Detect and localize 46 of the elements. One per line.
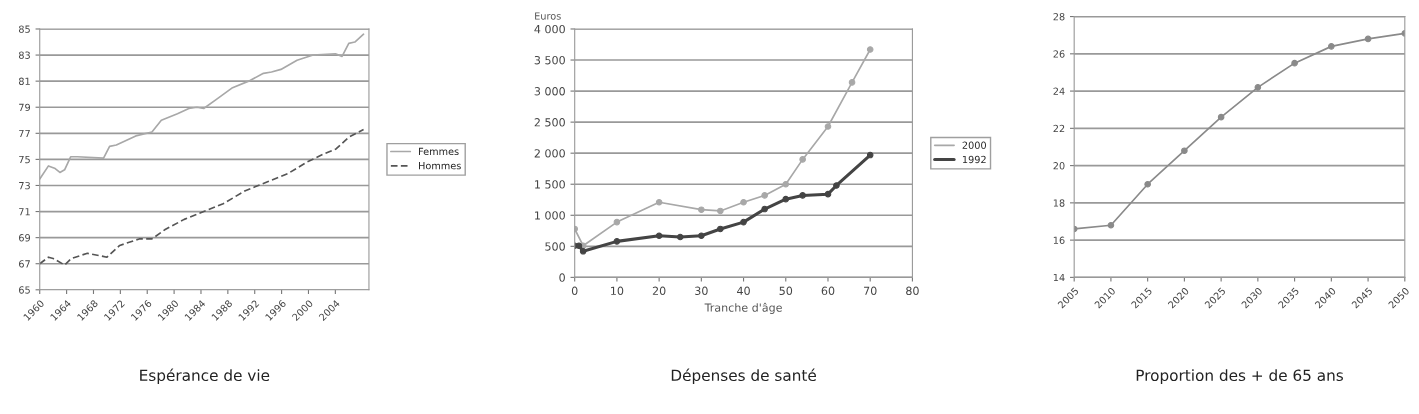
y-tick-label: 20 [1053, 162, 1065, 170]
x-tick-label: 80 [906, 286, 919, 296]
y-tick-label: 83 [18, 51, 30, 59]
text: Dépenses de santé [671, 368, 816, 384]
y-tick-label: 79 [19, 103, 31, 112]
y-tick-label: 3 500 [534, 56, 565, 65]
y-tick-label: 67 [19, 260, 30, 268]
y-tick-label: 75 [19, 156, 30, 164]
y-tick-label: 4 000 [534, 24, 565, 34]
legend-label: Hommes [419, 162, 461, 170]
y-tick-label: 28 [1053, 13, 1065, 21]
x-tick-label: 30 [695, 286, 708, 296]
y-tick-label: 65 [19, 286, 30, 294]
x-tick-label: 70 [864, 286, 877, 296]
y-tick-label: 16 [1053, 236, 1065, 244]
x-axis-title: Tranche d'âge [704, 302, 782, 314]
y-tick-label: 81 [18, 77, 30, 85]
y-tick-label: 71 [19, 208, 30, 216]
y-tick-label: 0 [559, 273, 565, 282]
text: Proportion des + de 65 ans [1136, 369, 1343, 384]
y-tick-label: 24 [1053, 87, 1065, 95]
y-tick-label: 1 000 [535, 211, 565, 220]
legend-label: 1992 [962, 155, 986, 164]
y-tick-label: 26 [1053, 50, 1065, 58]
y-tick-label: 500 [545, 242, 565, 251]
x-tick-label: 20 [652, 286, 666, 296]
y-tick-label: 2 500 [534, 118, 565, 127]
y-tick-label: 69 [19, 234, 31, 242]
y-axis-title: Euros [535, 12, 561, 20]
x-tick-label: 60 [821, 286, 835, 296]
y-tick-label: 14 [1053, 273, 1065, 282]
y-tick-label: 85 [18, 25, 30, 33]
y-tick-label: 2 000 [534, 149, 565, 158]
x-tick-label: 40 [737, 286, 750, 296]
x-tick-label: 10 [611, 286, 624, 296]
y-tick-label: 1 500 [535, 180, 565, 189]
y-tick-label: 3 000 [534, 87, 565, 96]
x-tick-label: 50 [779, 286, 793, 296]
y-tick-label: 77 [19, 129, 30, 137]
y-tick-label: 18 [1053, 199, 1065, 207]
x-tick-label: 0 [571, 286, 578, 296]
legend-label: 2000 [962, 141, 986, 149]
y-tick-label: 73 [19, 181, 30, 190]
y-tick-label: 22 [1053, 124, 1065, 133]
text: Espérance de vie [140, 368, 270, 384]
legend-label: Femmes [419, 147, 459, 156]
